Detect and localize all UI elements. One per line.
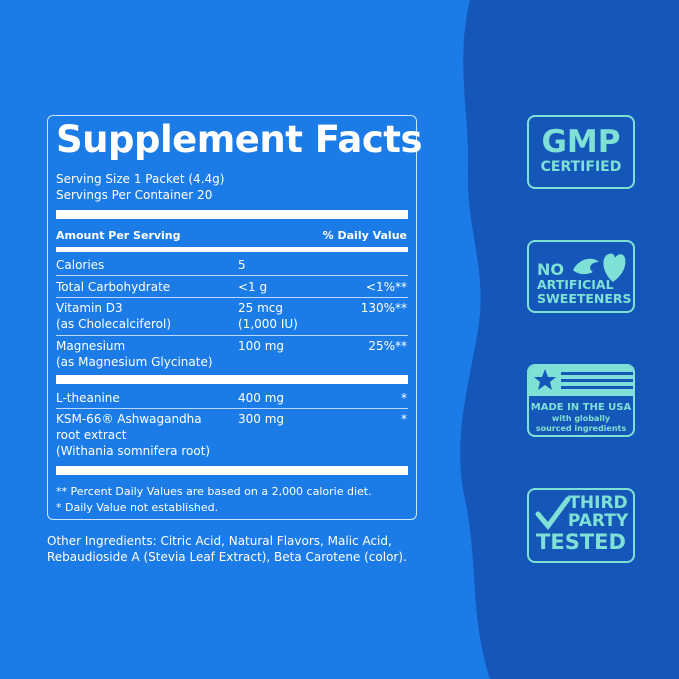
footnote-dv: ** Percent Daily Values are based on a 2… [56, 485, 372, 498]
divider [56, 335, 408, 336]
row-amount: 25 mcg [238, 301, 283, 315]
row-sub2: (Withania somnifera root) [56, 444, 211, 458]
divider-thick [56, 210, 408, 219]
amount-header: Amount Per Serving [56, 229, 181, 242]
row-dv: * [401, 412, 407, 426]
made-in-usa-badge: MADE IN THE USA with globally sourced in… [527, 364, 635, 437]
row-name: Calories [56, 258, 105, 272]
divider-medium [56, 247, 408, 252]
divider [56, 275, 408, 276]
supplement-facts-panel: Supplement Facts Serving Size 1 Packet (… [47, 115, 423, 520]
row-name: Vitamin D3 [56, 301, 123, 315]
divider [56, 408, 408, 409]
servings-per-container: Servings Per Container 20 [56, 188, 213, 202]
third-party-tested-badge: THIRD PARTY TESTED [527, 488, 635, 563]
row-dv: 130%** [360, 301, 407, 315]
divider-thick [56, 466, 408, 475]
badge-usa-text: MADE IN THE USA [530, 402, 632, 413]
divider [56, 297, 408, 298]
row-dv: 25%** [368, 339, 407, 353]
row-amount: 100 mg [238, 339, 285, 353]
row-amount: 400 mg [238, 391, 285, 405]
footnote-not-established: * Daily Value not established. [56, 501, 219, 514]
badge-tested-text: TESTED [536, 530, 626, 554]
row-name: Total Carbohydrate [56, 280, 171, 294]
row-sub: (as Cholecalciferol) [56, 317, 171, 331]
badge-sourced-text: sourced ingredients [535, 424, 627, 433]
serving-size: Serving Size 1 Packet (4.4g) [56, 172, 225, 186]
row-name: KSM-66® Ashwagandha [56, 412, 202, 426]
other-ingredients: Other Ingredients: Citric Acid, Natural … [47, 534, 407, 564]
dv-header: % Daily Value [322, 229, 407, 242]
badge-party-text: PARTY [567, 511, 629, 531]
badge-globally-text: with globally [551, 414, 611, 423]
row-dv: <1%** [365, 280, 407, 294]
badge-artificial-text: ARTIFICIAL [537, 277, 614, 292]
checkmark-icon [535, 496, 571, 530]
badge-certified-text: CERTIFIED [540, 159, 622, 175]
panel-title: Supplement Facts [56, 118, 423, 161]
badge-sweeteners-text: SWEETENERS [537, 291, 632, 306]
row-amount: 5 [238, 258, 246, 272]
no-artificial-sweeteners-badge: NO ARTIFICIAL SWEETENERS [527, 240, 635, 313]
row-sub: (as Magnesium Glycinate) [56, 355, 213, 369]
badge-gmp-text: GMP [541, 124, 621, 160]
row-dv: * [401, 391, 407, 405]
divider-thick [56, 375, 408, 384]
usa-flag-icon [529, 366, 633, 396]
row-amount2: (1,000 IU) [238, 317, 298, 331]
row-name: Magnesium [56, 339, 126, 353]
row-amount: <1 g [238, 280, 268, 294]
row-amount: 300 mg [238, 412, 285, 426]
badge-third-text: THIRD [568, 493, 628, 513]
leaf-icon [573, 253, 626, 282]
row-sub: root extract [56, 428, 127, 442]
gmp-certified-badge: GMP CERTIFIED [527, 115, 635, 189]
row-name: L-theanine [56, 391, 120, 405]
badge-no-text: NO [537, 260, 564, 279]
